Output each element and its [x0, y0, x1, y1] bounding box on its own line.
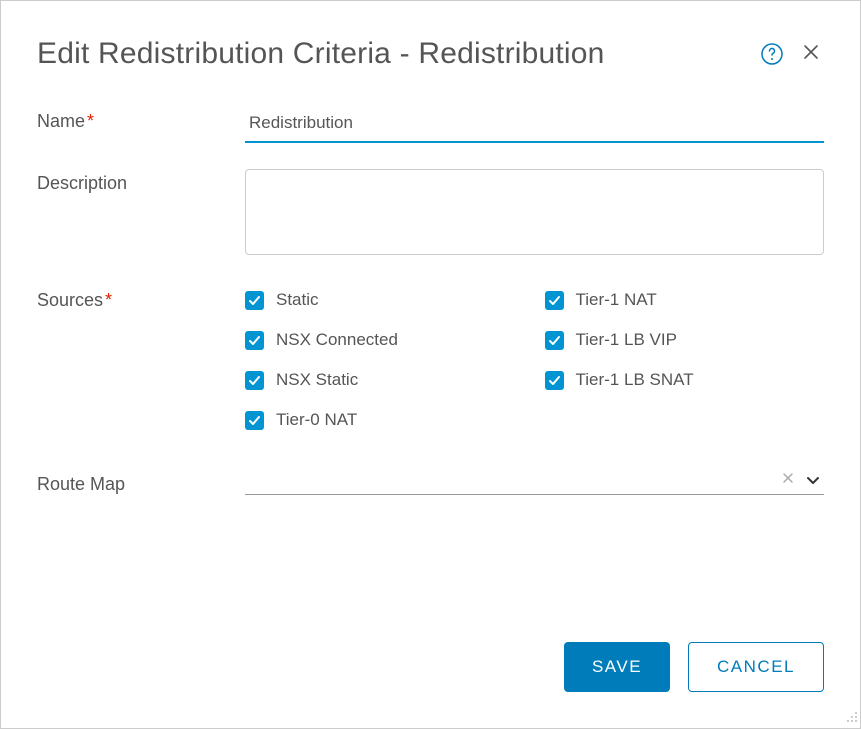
dialog-header: Edit Redistribution Criteria - Redistrib…	[37, 1, 824, 95]
sources-checkbox-grid: Static Tier-1 NAT NSX Connected	[245, 286, 824, 430]
close-icon[interactable]	[798, 41, 824, 67]
checkbox-input[interactable]	[245, 371, 264, 390]
route-map-row: Route Map	[37, 470, 824, 495]
checkbox-label: Static	[276, 290, 319, 310]
checkbox-label: Tier-0 NAT	[276, 410, 357, 430]
dialog-title: Edit Redistribution Criteria - Redistrib…	[37, 37, 605, 71]
checkbox-tier1-lb-vip: Tier-1 LB VIP	[545, 330, 825, 350]
chevron-down-icon[interactable]	[802, 471, 824, 489]
route-map-field	[245, 470, 824, 495]
help-circle-icon[interactable]	[760, 42, 784, 66]
required-marker: *	[105, 290, 112, 310]
checkbox-input[interactable]	[545, 331, 564, 350]
checkbox-label: Tier-1 LB SNAT	[576, 370, 694, 390]
checkbox-tier0-nat: Tier-0 NAT	[245, 410, 525, 430]
checkbox-input[interactable]	[245, 331, 264, 350]
resize-handle-icon	[846, 711, 858, 726]
sources-row: Sources* Static Tier-1 NAT	[37, 286, 824, 430]
name-row: Name*	[37, 107, 824, 143]
route-map-input[interactable]	[245, 470, 774, 490]
checkbox-input[interactable]	[545, 291, 564, 310]
checkbox-input[interactable]	[245, 411, 264, 430]
name-label: Name*	[37, 107, 245, 132]
save-button[interactable]: SAVE	[564, 642, 670, 692]
required-marker: *	[87, 111, 94, 131]
checkbox-static: Static	[245, 290, 525, 310]
description-label: Description	[37, 169, 245, 194]
checkbox-tier1-lb-snat: Tier-1 LB SNAT	[545, 370, 825, 390]
dialog-footer: SAVE CANCEL	[564, 642, 824, 692]
description-input[interactable]	[245, 169, 824, 255]
checkbox-input[interactable]	[245, 291, 264, 310]
checkbox-tier1-nat: Tier-1 NAT	[545, 290, 825, 310]
description-row: Description	[37, 169, 824, 260]
edit-redistribution-dialog: Edit Redistribution Criteria - Redistrib…	[0, 0, 861, 729]
checkbox-nsx-connected: NSX Connected	[245, 330, 525, 350]
checkbox-label: Tier-1 NAT	[576, 290, 657, 310]
cancel-button[interactable]: CANCEL	[688, 642, 824, 692]
form-body: Name* Description Sources*	[37, 95, 824, 495]
checkbox-nsx-static: NSX Static	[245, 370, 525, 390]
checkbox-label: Tier-1 LB VIP	[576, 330, 677, 350]
name-input[interactable]	[245, 107, 824, 143]
checkbox-label: NSX Static	[276, 370, 358, 390]
clear-icon[interactable]	[774, 471, 802, 489]
checkbox-label: NSX Connected	[276, 330, 398, 350]
route-map-label: Route Map	[37, 470, 245, 495]
header-actions	[760, 41, 824, 67]
sources-label: Sources*	[37, 286, 245, 311]
checkbox-input[interactable]	[545, 371, 564, 390]
